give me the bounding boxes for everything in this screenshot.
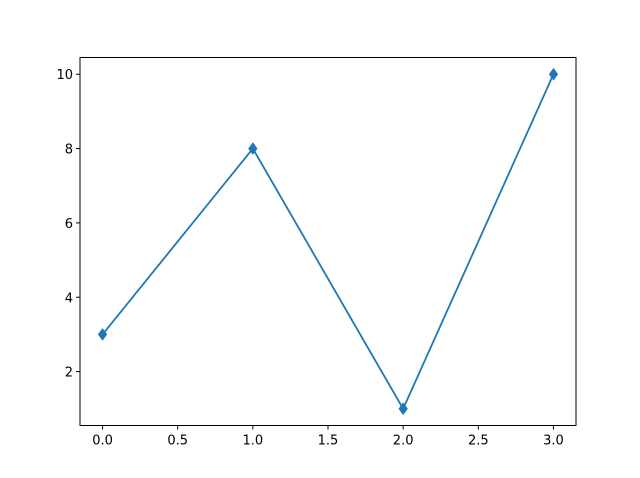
x-tick-label: 2.0 (393, 434, 414, 449)
y-tick: 10 (56, 68, 80, 83)
series-line (101, 73, 555, 411)
x-tick-label: 1.5 (318, 434, 339, 449)
x-tick: 1.0 (243, 425, 264, 449)
axes-frame (79, 57, 577, 426)
x-tick: 0.0 (92, 425, 113, 449)
x-tick-label: 1.0 (243, 434, 264, 449)
y-tick: 2 (65, 366, 80, 381)
y-tick-label: 6 (65, 217, 73, 232)
x-tick: 2.5 (468, 425, 489, 449)
x-tick: 3.0 (543, 425, 564, 449)
x-tick-label: 3.0 (543, 434, 564, 449)
data-point (398, 402, 408, 416)
x-tick: 0.5 (167, 425, 188, 449)
y-tick-label: 8 (65, 143, 73, 158)
x-tick: 2.0 (393, 425, 414, 449)
x-tick-label: 0.5 (167, 434, 188, 449)
data-point (248, 142, 258, 155)
y-tick-label: 10 (56, 68, 73, 83)
y-tick: 4 (65, 291, 80, 306)
x-tick-label: 2.5 (468, 434, 489, 449)
data-point (548, 67, 559, 81)
x-tick: 1.5 (318, 425, 339, 449)
x-tick-label: 0.0 (92, 434, 113, 449)
y-tick: 8 (65, 143, 80, 158)
y-tick-label: 2 (65, 366, 73, 381)
y-tick-label: 4 (65, 291, 73, 306)
y-tick: 6 (65, 217, 80, 232)
data-point (97, 328, 108, 341)
